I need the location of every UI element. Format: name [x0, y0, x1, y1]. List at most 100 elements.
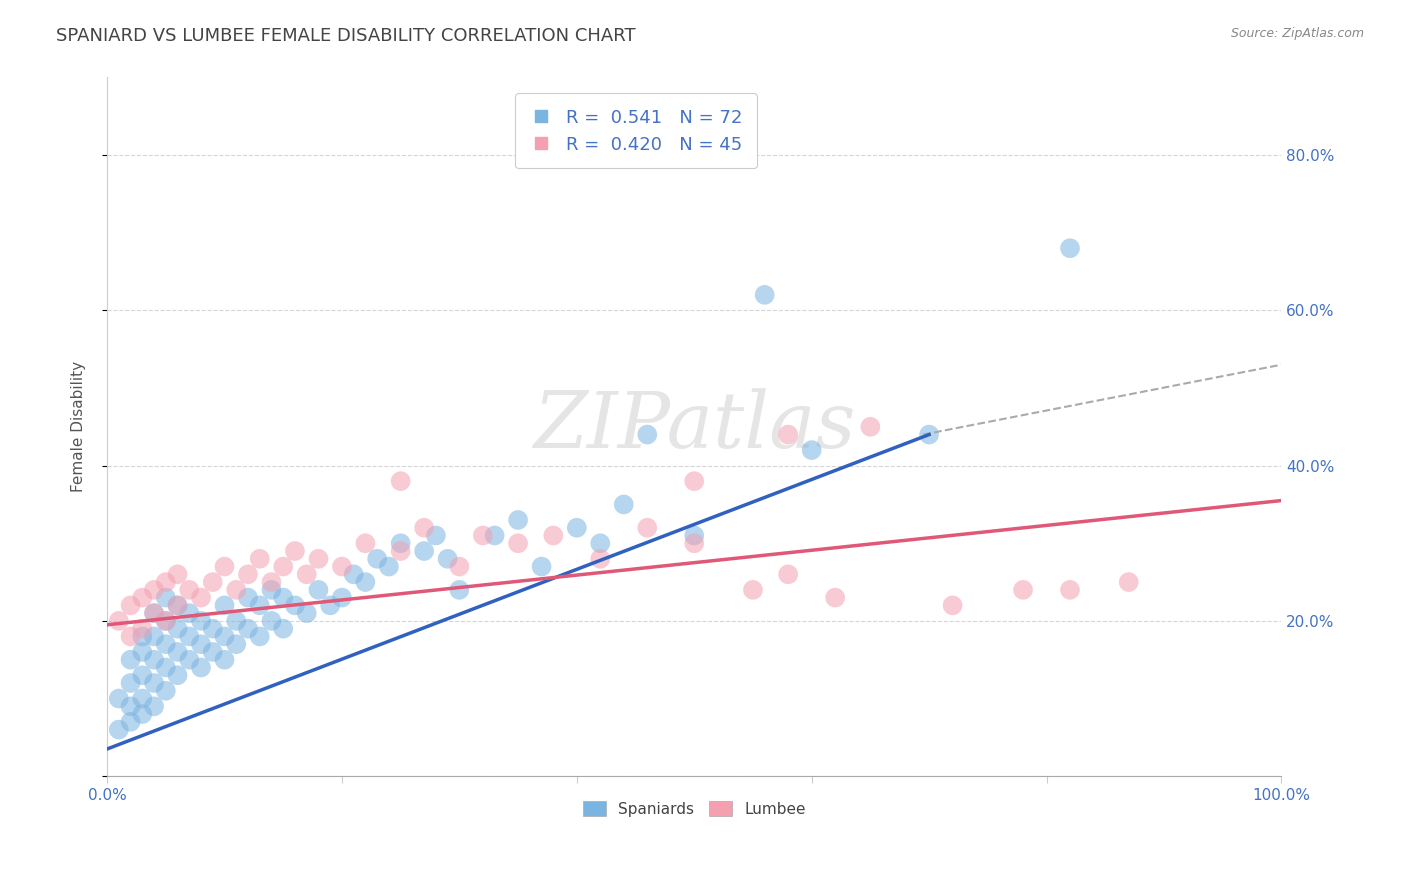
Point: [471, 528, 494, 542]
Point: [1059, 582, 1081, 597]
Point: [131, 591, 153, 605]
Point: [120, 653, 142, 667]
Point: [249, 599, 271, 613]
Point: [120, 629, 142, 643]
Point: [143, 676, 166, 690]
Point: [155, 591, 177, 605]
Point: [131, 707, 153, 722]
Point: [800, 443, 823, 458]
Point: [942, 599, 965, 613]
Point: [225, 614, 247, 628]
Point: [378, 559, 401, 574]
Point: [354, 575, 377, 590]
Point: [143, 699, 166, 714]
Point: [190, 660, 212, 674]
Point: [214, 599, 236, 613]
Point: [449, 559, 471, 574]
Point: [108, 691, 131, 706]
Y-axis label: Female Disability: Female Disability: [72, 361, 86, 492]
Point: [166, 645, 188, 659]
Point: [214, 653, 236, 667]
Point: [131, 668, 153, 682]
Point: [120, 714, 142, 729]
Point: [155, 660, 177, 674]
Point: [343, 567, 366, 582]
Text: ZIPatlas: ZIPatlas: [533, 389, 855, 465]
Point: [284, 599, 307, 613]
Point: [778, 567, 800, 582]
Point: [859, 419, 882, 434]
Point: [179, 582, 201, 597]
Point: [389, 544, 412, 558]
Point: [589, 536, 612, 550]
Point: [166, 599, 188, 613]
Point: [166, 599, 188, 613]
Point: [484, 528, 506, 542]
Point: [131, 622, 153, 636]
Point: [413, 521, 436, 535]
Point: [179, 606, 201, 620]
Point: [214, 559, 236, 574]
Point: [260, 575, 283, 590]
Point: [166, 622, 188, 636]
Point: [155, 614, 177, 628]
Text: SPANIARD VS LUMBEE FEMALE DISABILITY CORRELATION CHART: SPANIARD VS LUMBEE FEMALE DISABILITY COR…: [56, 27, 636, 45]
Point: [155, 575, 177, 590]
Point: [824, 591, 846, 605]
Point: [389, 536, 412, 550]
Point: [389, 474, 412, 488]
Point: [225, 637, 247, 651]
Point: [295, 567, 318, 582]
Point: [742, 582, 765, 597]
Point: [565, 521, 588, 535]
Point: [260, 582, 283, 597]
Point: [131, 645, 153, 659]
Point: [530, 559, 553, 574]
Point: [190, 637, 212, 651]
Point: [131, 691, 153, 706]
Point: [166, 567, 188, 582]
Point: [636, 427, 658, 442]
Point: [918, 427, 941, 442]
Legend: Spaniards, Lumbee: Spaniards, Lumbee: [575, 793, 814, 824]
Point: [108, 723, 131, 737]
Point: [120, 676, 142, 690]
Point: [319, 599, 342, 613]
Point: [284, 544, 307, 558]
Point: [271, 559, 294, 574]
Point: [449, 582, 471, 597]
Point: [236, 591, 259, 605]
Point: [236, 622, 259, 636]
Point: [778, 427, 800, 442]
Point: [236, 567, 259, 582]
Point: [249, 629, 271, 643]
Point: [143, 653, 166, 667]
Point: [683, 474, 706, 488]
Point: [425, 528, 447, 542]
Point: [201, 575, 224, 590]
Point: [271, 591, 294, 605]
Point: [225, 582, 247, 597]
Point: [179, 629, 201, 643]
Point: [143, 606, 166, 620]
Point: [120, 699, 142, 714]
Point: [613, 498, 636, 512]
Point: [190, 614, 212, 628]
Point: [307, 582, 329, 597]
Point: [506, 513, 529, 527]
Point: [143, 582, 166, 597]
Text: Source: ZipAtlas.com: Source: ZipAtlas.com: [1230, 27, 1364, 40]
Point: [143, 629, 166, 643]
Point: [155, 614, 177, 628]
Point: [636, 521, 658, 535]
Point: [249, 551, 271, 566]
Point: [366, 551, 388, 566]
Point: [120, 599, 142, 613]
Point: [143, 606, 166, 620]
Point: [260, 614, 283, 628]
Point: [1118, 575, 1140, 590]
Point: [201, 645, 224, 659]
Point: [436, 551, 458, 566]
Point: [354, 536, 377, 550]
Point: [543, 528, 565, 542]
